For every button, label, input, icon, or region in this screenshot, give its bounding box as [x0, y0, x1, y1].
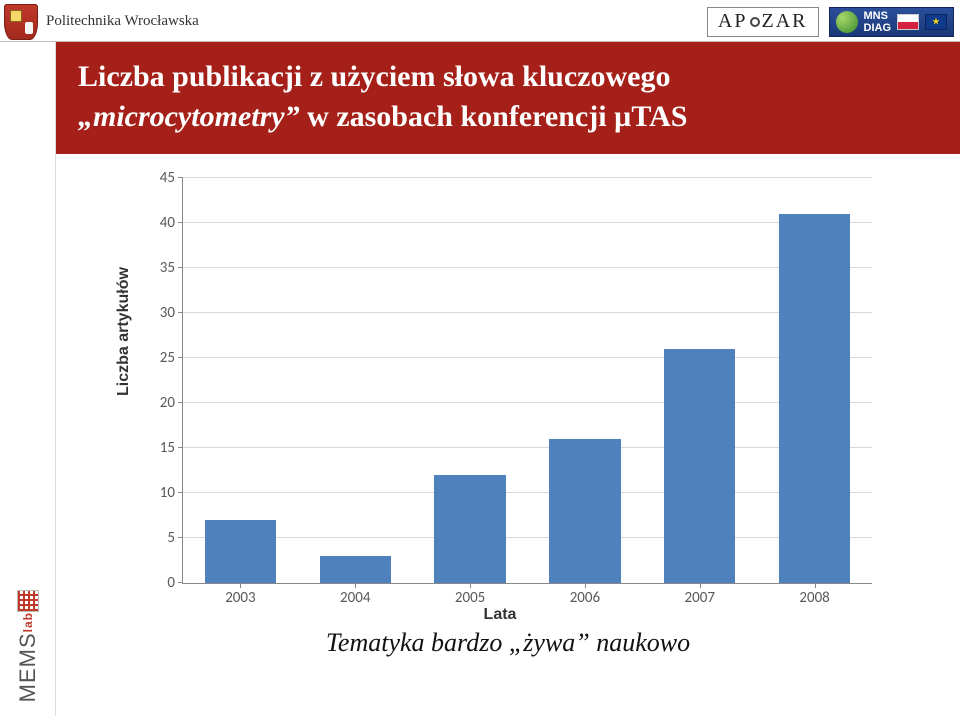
apozar-logo: APZAR [707, 7, 819, 37]
gridline [183, 177, 872, 178]
chip-icon [17, 590, 39, 612]
y-tick-label: 0 [167, 574, 175, 592]
gridline [183, 357, 872, 358]
y-tick-label: 25 [160, 349, 175, 367]
mems-lab-text: MEMSlab [15, 612, 41, 702]
title-line2: „microcytometry” w zasobach konferencji … [78, 100, 938, 134]
y-tick-label: 45 [160, 169, 175, 187]
y-tick-label: 5 [167, 529, 175, 547]
gridline [183, 222, 872, 223]
mns-diag-logo: MNS DIAG [829, 7, 955, 37]
diag-label: DIAG [864, 22, 892, 34]
gridline [183, 492, 872, 493]
bar [549, 439, 620, 583]
gridline [183, 447, 872, 448]
bar-chart: Liczba artykułów 05101520253035404520032… [120, 166, 880, 626]
x-tick-label: 2003 [225, 589, 255, 607]
title-banner: Liczba publikacji z użyciem słowa kluczo… [56, 42, 960, 154]
globe-icon [836, 11, 858, 33]
x-tick-label: 2007 [685, 589, 715, 607]
gridline [183, 267, 872, 268]
y-tick-label: 15 [160, 439, 175, 457]
university-shield-logo [4, 4, 38, 40]
x-tick-label: 2008 [799, 589, 829, 607]
x-axis-title: Lata [484, 606, 517, 624]
plot-area: 0510152025303540452003200420052006200720… [182, 178, 872, 584]
flag-pl-icon [897, 14, 919, 30]
target-icon [750, 17, 760, 27]
caption: Tematyka bardzo „żywa” naukowo [80, 628, 936, 658]
gridline [183, 312, 872, 313]
gridline [183, 402, 872, 403]
x-tick-label: 2005 [455, 589, 485, 607]
y-tick-label: 10 [160, 484, 175, 502]
header-right-logos: APZAR MNS DIAG [707, 7, 954, 37]
bar [320, 556, 391, 583]
x-tick-label: 2006 [570, 589, 600, 607]
y-tick-label: 40 [160, 214, 175, 232]
university-name: Politechnika Wrocławska [46, 13, 199, 30]
bar [205, 520, 276, 583]
mems-lab-sidebar: MEMSlab [0, 42, 56, 716]
y-axis-title: Liczba artykułów [115, 267, 133, 396]
header-bar: Politechnika Wrocławska APZAR MNS DIAG [0, 0, 960, 42]
y-tick-label: 20 [160, 394, 175, 412]
gridline [183, 537, 872, 538]
bar [779, 214, 850, 583]
mns-label: MNS [864, 10, 892, 22]
bar [664, 349, 735, 583]
x-tick-label: 2004 [340, 589, 370, 607]
flag-eu-icon [925, 14, 947, 30]
title-line1: Liczba publikacji z użyciem słowa kluczo… [78, 60, 938, 94]
y-tick-label: 30 [160, 304, 175, 322]
y-tick-label: 35 [160, 259, 175, 277]
bar [434, 475, 505, 583]
